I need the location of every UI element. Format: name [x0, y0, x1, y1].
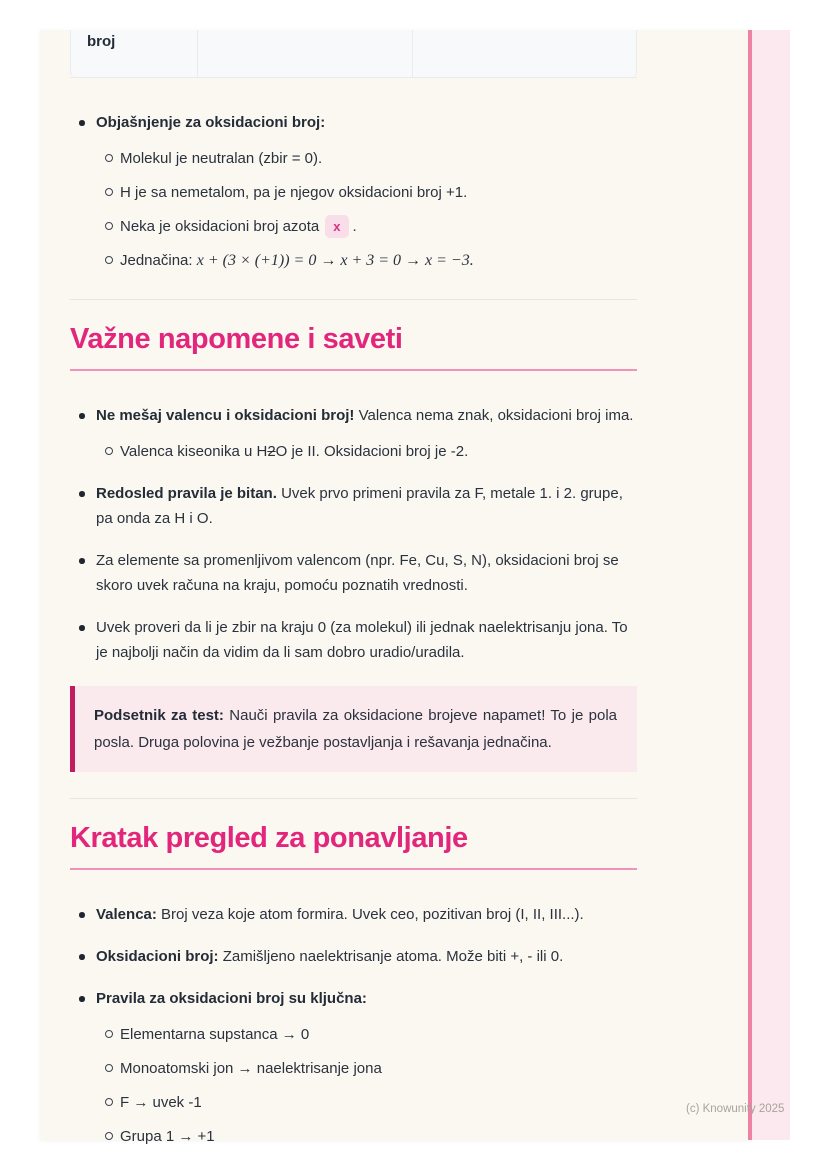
section-divider-2: [70, 798, 637, 799]
notes-item-2-rest: Uvek prvo primeni pravila za F, metale 1…: [96, 485, 623, 527]
equation-label: Jednačina:: [120, 252, 197, 269]
table-fragment: broj: [70, 30, 637, 78]
right-accent-stripe: [748, 30, 752, 1140]
review-sub-item-1: Elementarna supstanca → 0: [96, 1022, 637, 1047]
review-item-3-bold: Pravila za oksidacioni broj su ključna:: [96, 990, 367, 1007]
x-variable-badge: x: [325, 215, 349, 238]
copyright-notice: (c) Knowunity 2025: [686, 1103, 785, 1115]
h2o-pre: Valenca kiseonika u H: [120, 443, 268, 460]
review-item-3: Pravila za oksidacioni broj su ključna: …: [70, 986, 637, 1149]
review-item-2-rest: Zamišljeno naelektrisanje atoma. Može bi…: [222, 948, 564, 965]
page-content: broj Objašnjenje za oksidacioni broj: Mo…: [40, 30, 667, 1149]
notes-item-2: Redosled pravila je bitan. Uvek prvo pri…: [70, 481, 637, 531]
h2o-post: O je II. Oksidacioni broj je -2.: [275, 443, 469, 460]
explain-list: Objašnjenje za oksidacioni broj: Molekul…: [70, 110, 637, 273]
review-heading-rule: [70, 868, 637, 870]
notes-heading: Važne napomene i saveti: [70, 323, 403, 355]
equation-math: x + (3 × (+1)) = 0 → x + 3 = 0 → x = −3.: [196, 252, 474, 269]
notes-item-1-bold: Ne mešaj valencu i oksidacioni broj!: [96, 407, 355, 424]
callout-body: Nauči pravila za oksidacione brojeve nap…: [94, 707, 618, 751]
review-item-1-bold: Valenca:: [96, 906, 157, 923]
review-sublist: Elementarna supstanca → 0 Monoatomski jo…: [96, 1022, 637, 1149]
explain-title-item: Objašnjenje za oksidacioni broj: Molekul…: [70, 110, 637, 273]
explain-sub-item-3-period: .: [352, 218, 357, 235]
review-list: Valenca: Broj veza koje atom formira. Uv…: [70, 902, 637, 1149]
notes-item-1-sublist: Valenca kiseonika u H2O je II. Oksidacio…: [96, 439, 637, 464]
review-sub-item-2: Monoatomski jon → naelektrisanje jona: [96, 1056, 637, 1081]
section-divider-1: [70, 299, 637, 300]
notes-heading-rule: [70, 369, 637, 371]
explain-sub-item-4: Jednačina: x + (3 × (+1)) = 0 → x + 3 = …: [96, 248, 637, 273]
notes-item-1-sub: Valenca kiseonika u H2O je II. Oksidacio…: [96, 439, 637, 464]
table-cell-empty-2: [412, 30, 637, 77]
notes-item-2-bold: Redosled pravila je bitan.: [96, 485, 277, 502]
review-item-2-bold: Oksidacioni broj:: [96, 948, 219, 965]
document-page: broj Objašnjenje za oksidacioni broj: Mo…: [40, 30, 752, 1145]
review-sub-item-3: F → uvek -1: [96, 1090, 637, 1115]
explain-sublist: Molekul je neutralan (zbir = 0). H je sa…: [96, 146, 637, 273]
review-sub-item-4: Grupa 1 → +1: [96, 1124, 637, 1149]
explain-title: Objašnjenje za oksidacioni broj:: [96, 114, 326, 131]
notes-list: Ne mešaj valencu i oksidacioni broj! Val…: [70, 403, 637, 665]
callout-title: Podsetnik za test:: [94, 707, 224, 724]
notes-item-4: Uvek proveri da li je zbir na kraju 0 (z…: [70, 615, 637, 665]
right-accent-overlay: [752, 30, 790, 1140]
review-item-1-rest: Broj veza koje atom formira. Uvek ceo, p…: [161, 906, 584, 923]
explain-sub-item-1: Molekul je neutralan (zbir = 0).: [96, 146, 637, 171]
explain-sub-item-2: H je sa nemetalom, pa je njegov oksidaci…: [96, 180, 637, 205]
review-item-2: Oksidacioni broj: Zamišljeno naelektrisa…: [70, 944, 637, 969]
notes-item-1: Ne mešaj valencu i oksidacioni broj! Val…: [70, 403, 637, 464]
explain-sub-item-3: Neka je oksidacioni broj azota x.: [96, 214, 637, 239]
table-cell-broj: broj: [70, 30, 197, 77]
test-reminder-callout: Podsetnik za test: Nauči pravila za oksi…: [70, 686, 637, 772]
notes-item-1-rest: Valenca nema znak, oksidacioni broj ima.: [358, 407, 634, 424]
notes-item-3: Za elemente sa promenljivom valencom (np…: [70, 548, 637, 598]
h2o-struck-2: 2: [267, 443, 276, 460]
review-heading: Kratak pregled za ponavljanje: [70, 822, 468, 854]
table-cell-empty-1: [197, 30, 412, 77]
explain-sub-item-3-text: Neka je oksidacioni broj azota: [120, 218, 320, 235]
review-item-1: Valenca: Broj veza koje atom formira. Uv…: [70, 902, 637, 927]
